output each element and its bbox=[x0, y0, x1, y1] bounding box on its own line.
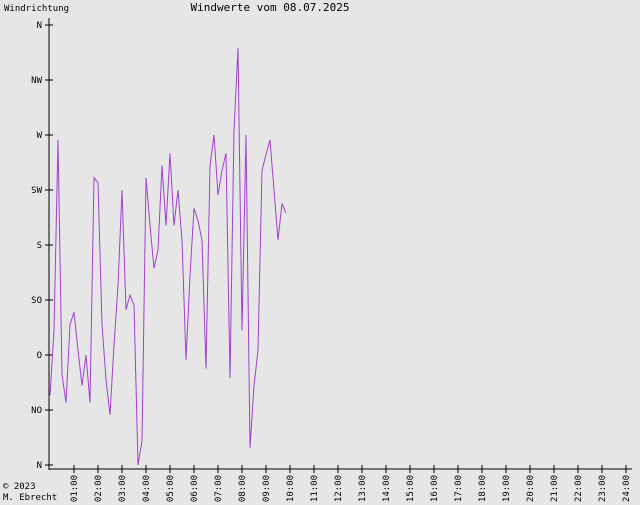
y-tick-label: S bbox=[37, 241, 42, 251]
data-line bbox=[49, 48, 287, 466]
x-tick-label: 04:00 bbox=[142, 475, 152, 502]
y-axis-label: Windrichtung bbox=[4, 4, 69, 14]
y-tick-label: NW bbox=[31, 76, 42, 86]
y-tick-label: O bbox=[37, 351, 42, 361]
x-tick-label: 09:00 bbox=[262, 475, 272, 502]
x-tick-label: 03:00 bbox=[118, 475, 128, 502]
x-tick-label: 17:00 bbox=[454, 475, 464, 502]
x-tick-label: 11:00 bbox=[310, 475, 320, 502]
x-tick-label: 12:00 bbox=[334, 475, 344, 502]
y-tick-label: N bbox=[37, 21, 42, 31]
y-tick-label: SW bbox=[31, 186, 42, 196]
x-tick-label: 23:00 bbox=[598, 475, 608, 502]
x-tick-label: 14:00 bbox=[382, 475, 392, 502]
x-tick-label: 10:00 bbox=[286, 475, 296, 502]
y-tick-label: SO bbox=[31, 296, 42, 306]
x-tick-label: 24:00 bbox=[622, 475, 632, 502]
x-tick-label: 07:00 bbox=[214, 475, 224, 502]
x-tick-label: 02:00 bbox=[94, 475, 104, 502]
x-tick-label: 21:00 bbox=[550, 475, 560, 502]
x-tick-label: 22:00 bbox=[574, 475, 584, 502]
x-tick-label: 20:00 bbox=[526, 475, 536, 502]
x-tick-label: 13:00 bbox=[358, 475, 368, 502]
x-tick-label: 01:00 bbox=[70, 475, 80, 502]
y-tick-label: W bbox=[37, 131, 43, 141]
footer-text: © 2023 bbox=[3, 482, 36, 492]
x-tick-label: 06:00 bbox=[190, 475, 200, 502]
y-tick-label: N bbox=[37, 461, 42, 471]
x-tick-label: 18:00 bbox=[478, 475, 488, 502]
x-tick-label: 16:00 bbox=[430, 475, 440, 502]
x-tick-label: 15:00 bbox=[406, 475, 416, 502]
x-tick-label: 05:00 bbox=[166, 475, 176, 502]
chart-title: Windwerte vom 08.07.2025 bbox=[191, 1, 350, 14]
x-tick-label: 08:00 bbox=[238, 475, 248, 502]
footer-text: M. Ebrecht bbox=[3, 493, 57, 503]
x-tick-label: 19:00 bbox=[502, 475, 512, 502]
y-tick-label: NO bbox=[31, 406, 42, 416]
